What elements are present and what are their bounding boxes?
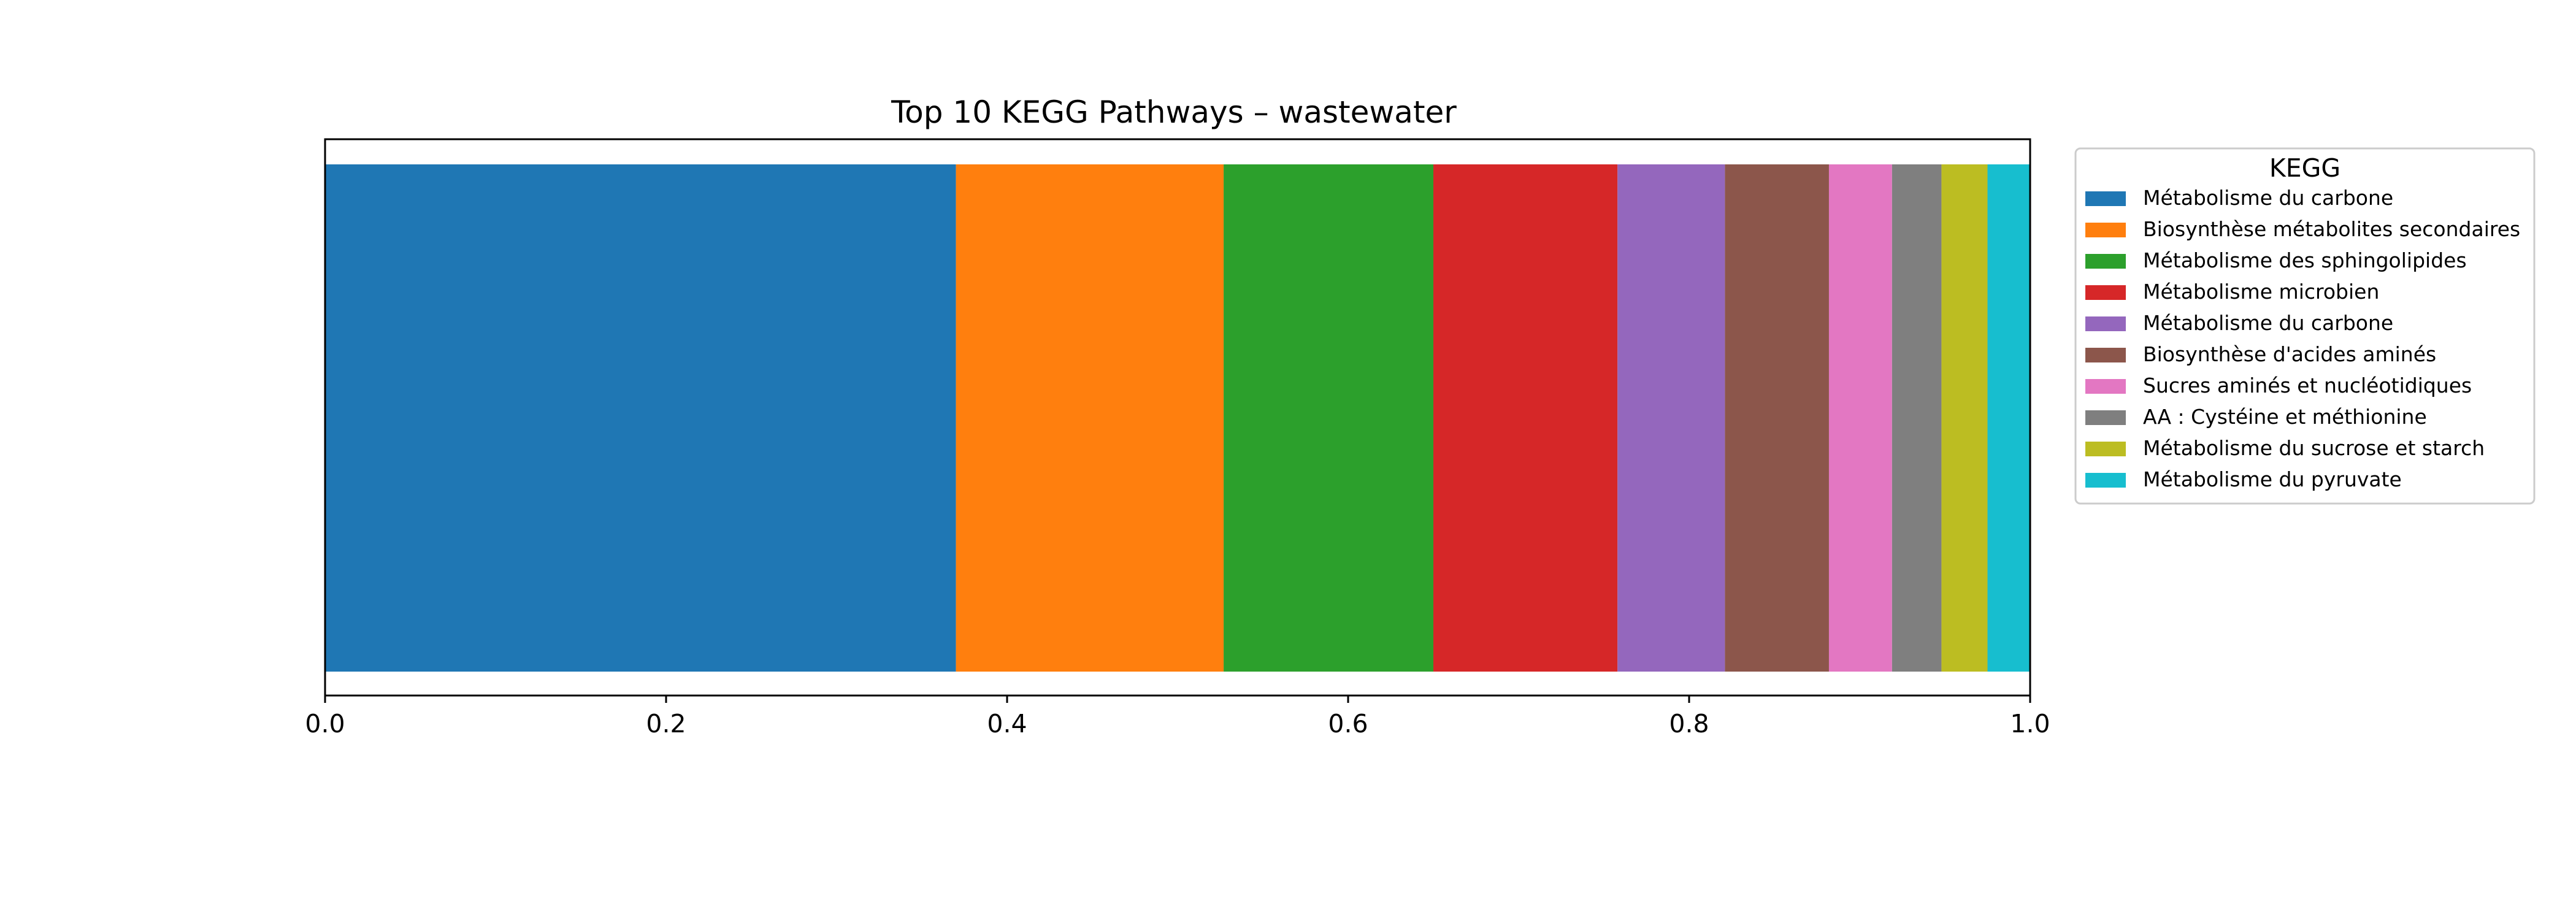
legend-swatch [2085,254,2126,269]
x-tick-label: 0.4 [987,709,1027,738]
legend-title: KEGG [2269,153,2340,183]
legend-swatch [2085,348,2126,362]
x-tick-label: 0.0 [305,709,345,738]
chart-title: Top 10 KEGG Pathways – wastewater [891,94,1457,130]
legend-swatch [2085,442,2126,456]
bar-segment-7 [1828,164,1892,672]
bar-segment-8 [1892,164,1942,672]
x-axis-ticks: 0.0 0.2 0.4 0.6 0.8 1.0 [305,696,2050,738]
plot-frame [324,138,2031,697]
legend-label: Métabolisme du carbone [2143,186,2393,210]
legend-label: AA : Cystéine et méthionine [2143,405,2427,429]
legend-swatch [2085,379,2126,394]
bar-segment-3 [1224,164,1433,672]
legend-frame [2074,147,2536,505]
bar-segment-9 [1941,164,1988,672]
bar-segments [325,164,2030,672]
legend-swatch [2085,285,2126,300]
x-tick-label: 0.6 [1328,709,1368,738]
bar-segment-6 [1725,164,1829,672]
legend-items: Métabolisme du carbone Biosynthèse métabo… [2085,186,2520,491]
legend-swatch [2085,410,2126,425]
legend-swatch [2085,473,2126,488]
legend-label: Biosynthèse métabolites secondaires [2143,217,2520,241]
bar-segment-5 [1617,164,1725,672]
bar-segment-1 [325,164,956,672]
x-tick-label: 0.8 [1669,709,1709,738]
bar-segment-4 [1433,164,1618,672]
x-tick-label: 1.0 [2010,709,2050,738]
bar-segment-2 [956,164,1224,672]
legend: KEGG Métabolisme du carbone Biosynthèse m… [2074,147,2536,505]
legend-label: Métabolisme microbien [2143,280,2379,304]
legend-label: Sucres aminés et nucléotidiques [2143,374,2472,397]
legend-label: Métabolisme du pyruvate [2143,467,2402,491]
bar-segment-10 [1987,164,2030,672]
legend-label: Métabolisme du sucrose et starch [2143,436,2485,460]
legend-label: Biosynthèse d'acides aminés [2143,342,2436,366]
legend-swatch [2085,191,2126,206]
legend-swatch [2085,316,2126,331]
x-tick-label: 0.2 [646,709,686,738]
legend-label: Métabolisme des sphingolipides [2143,248,2467,272]
legend-label: Métabolisme du carbone [2143,311,2393,335]
legend-swatch [2085,223,2126,237]
